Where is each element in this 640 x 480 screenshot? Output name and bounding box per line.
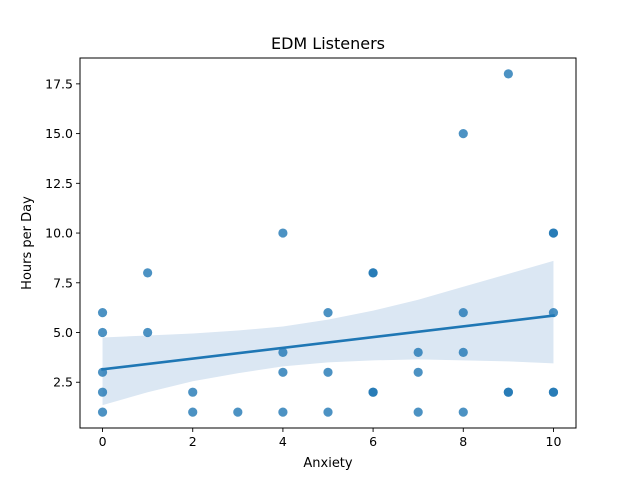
data-point bbox=[458, 128, 468, 139]
x-tick-label: 8 bbox=[459, 434, 467, 449]
data-point bbox=[143, 327, 153, 338]
y-axis-label: Hours per Day bbox=[20, 196, 35, 290]
data-point bbox=[548, 228, 559, 238]
data-point bbox=[458, 407, 468, 417]
data-point bbox=[458, 347, 468, 358]
ticks-layer: 0 2 4 6 8 10 2.5 5.0 7.5 10.0 12.5 15.0 17.5 bbox=[45, 76, 561, 449]
data-point bbox=[233, 407, 243, 417]
data-point bbox=[278, 367, 288, 377]
data-point bbox=[97, 407, 108, 417]
data-point bbox=[97, 387, 108, 397]
y-tick-label: 2.5 bbox=[53, 375, 73, 390]
data-point bbox=[413, 367, 423, 377]
data-point bbox=[323, 367, 333, 377]
y-tick-label: 12.5 bbox=[45, 176, 73, 191]
data-point bbox=[503, 387, 513, 397]
data-point bbox=[368, 268, 378, 278]
data-point bbox=[97, 308, 108, 318]
data-point bbox=[458, 308, 468, 318]
y-tick-label: 17.5 bbox=[45, 76, 73, 91]
regression-line bbox=[101, 314, 555, 371]
data-point bbox=[503, 69, 513, 79]
data-point bbox=[413, 347, 423, 358]
data-point bbox=[188, 407, 198, 417]
chart-title: EDM Listeners bbox=[271, 34, 385, 53]
y-tick-label: 5.0 bbox=[53, 325, 73, 340]
data-point bbox=[413, 407, 423, 417]
data-point bbox=[278, 228, 288, 238]
x-tick-label: 10 bbox=[546, 434, 562, 449]
axes-frame bbox=[79, 57, 577, 429]
x-tick-label: 4 bbox=[279, 434, 287, 449]
y-tick-label: 15.0 bbox=[45, 126, 73, 141]
confidence-band bbox=[102, 260, 554, 406]
data-point bbox=[188, 387, 198, 397]
x-tick-label: 6 bbox=[369, 434, 377, 449]
data-point bbox=[143, 268, 153, 278]
data-point bbox=[548, 387, 559, 397]
x-axis-label: Anxiety bbox=[303, 456, 353, 471]
data-point bbox=[278, 407, 288, 417]
data-point bbox=[323, 308, 333, 318]
plot-layer bbox=[97, 69, 559, 417]
y-tick-label: 7.5 bbox=[53, 275, 73, 290]
data-point bbox=[278, 347, 288, 358]
y-tick-label: 10.0 bbox=[45, 226, 73, 241]
data-point bbox=[368, 387, 378, 397]
data-point bbox=[323, 407, 333, 417]
x-tick-label: 0 bbox=[99, 434, 107, 449]
x-tick-label: 2 bbox=[189, 434, 197, 449]
data-point bbox=[97, 327, 108, 338]
